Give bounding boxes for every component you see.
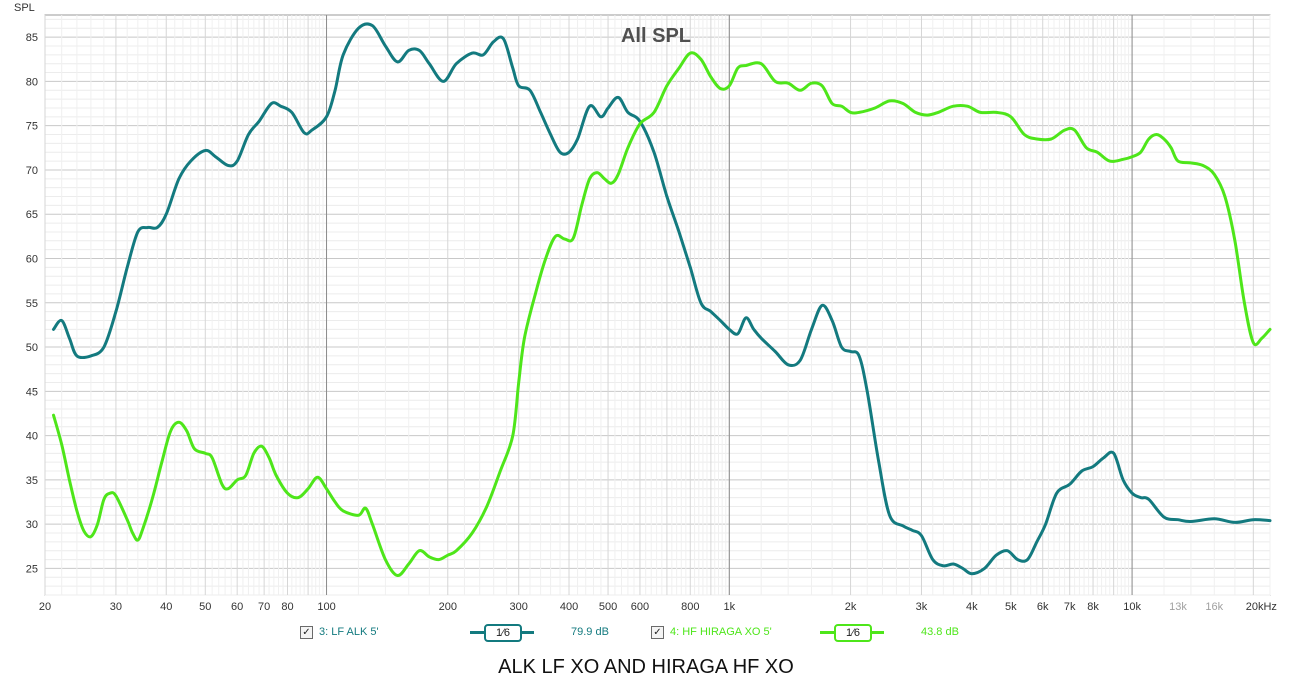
x-tick-label: 300 [510,601,528,613]
x-tick-label: 4k [966,601,978,613]
x-tick-label: 500 [599,601,617,613]
spl-chart: 25 30 35 40 45 50 55 60 65 70 75 80 85 20 30 40 50 60 70 8… [14,2,1277,613]
y-tick-label: 40 [26,431,38,443]
x-tick-label: 60 [231,601,243,613]
level-lf: 79.9 dB [571,626,609,638]
y-tick-label: 80 [26,76,38,88]
x-tick-label: 600 [631,601,649,613]
x-tick-label: 40 [160,601,172,613]
smoothing-value-hf: 1⁄6 [834,624,872,642]
x-tick-label: 6k [1037,601,1049,613]
y-axis-ticks: 25 30 35 40 45 50 55 60 65 70 75 80 85 [26,32,38,575]
x-tick-label: 100 [317,601,335,613]
x-tick-label: 1k [723,601,735,613]
x-tick-label: 7k [1064,601,1076,613]
series-line-lf [52,22,1272,576]
x-tick-label: 3k [916,601,928,613]
x-tick-label: 8k [1087,601,1099,613]
x-tick-label: 30 [110,601,122,613]
y-tick-label: 55 [26,298,38,310]
y-tick-label: 50 [26,342,38,354]
series-lines [52,22,1272,577]
smoothing-badge-hf[interactable]: 1⁄6 [820,624,884,642]
legend-checkbox-lf[interactable]: ✓ [300,625,313,639]
x-tick-label: 5k [1005,601,1017,613]
x-tick-label: 20kHz [1246,601,1277,613]
x-tick-label: 200 [439,601,457,613]
x-tick-label: 16k [1205,601,1223,613]
y-tick-label: 35 [26,475,38,487]
y-tick-label: 25 [26,563,38,575]
chart-title: All SPL [621,25,691,47]
legend-entry-hf[interactable]: ✓ 4: HF HIRAGA XO 5' [651,622,772,642]
y-tick-label: 85 [26,32,38,44]
y-tick-label: 45 [26,386,38,398]
x-tick-label: 13k [1169,601,1187,613]
x-tick-label: 400 [560,601,578,613]
legend-label-lf: 3: LF ALK 5' [319,626,379,638]
x-tick-label: 2k [845,601,857,613]
legend-label-hf: 4: HF HIRAGA XO 5' [670,626,772,638]
level-hf: 43.8 dB [921,626,959,638]
x-tick-label: 80 [281,601,293,613]
y-tick-label: 65 [26,209,38,221]
x-tick-label: 50 [199,601,211,613]
y-tick-label: 60 [26,254,38,266]
x-axis-ticks: 20 30 40 50 60 70 80 100 200 300 400 500 600 800 1k 2k 3… [39,601,1277,613]
legend-checkbox-hf[interactable]: ✓ [651,625,664,639]
plot-background [44,14,1271,596]
x-tick-label: 800 [681,601,699,613]
y-axis-label: SPL [14,2,35,14]
y-tick-label: 75 [26,121,38,133]
smoothing-badge-lf[interactable]: 1⁄6 [470,624,534,642]
x-tick-label: 20 [39,601,51,613]
y-tick-label: 30 [26,519,38,531]
y-tick-label: 70 [26,165,38,177]
x-tick-label: 70 [258,601,270,613]
smoothing-value-lf: 1⁄6 [484,624,522,642]
series-line-hf [52,51,1272,577]
x-tick-label: 10k [1123,601,1141,613]
legend-entry-lf[interactable]: ✓ 3: LF ALK 5' [300,622,379,642]
footer-title: ALK LF XO AND HIRAGA HF XO [498,656,794,678]
